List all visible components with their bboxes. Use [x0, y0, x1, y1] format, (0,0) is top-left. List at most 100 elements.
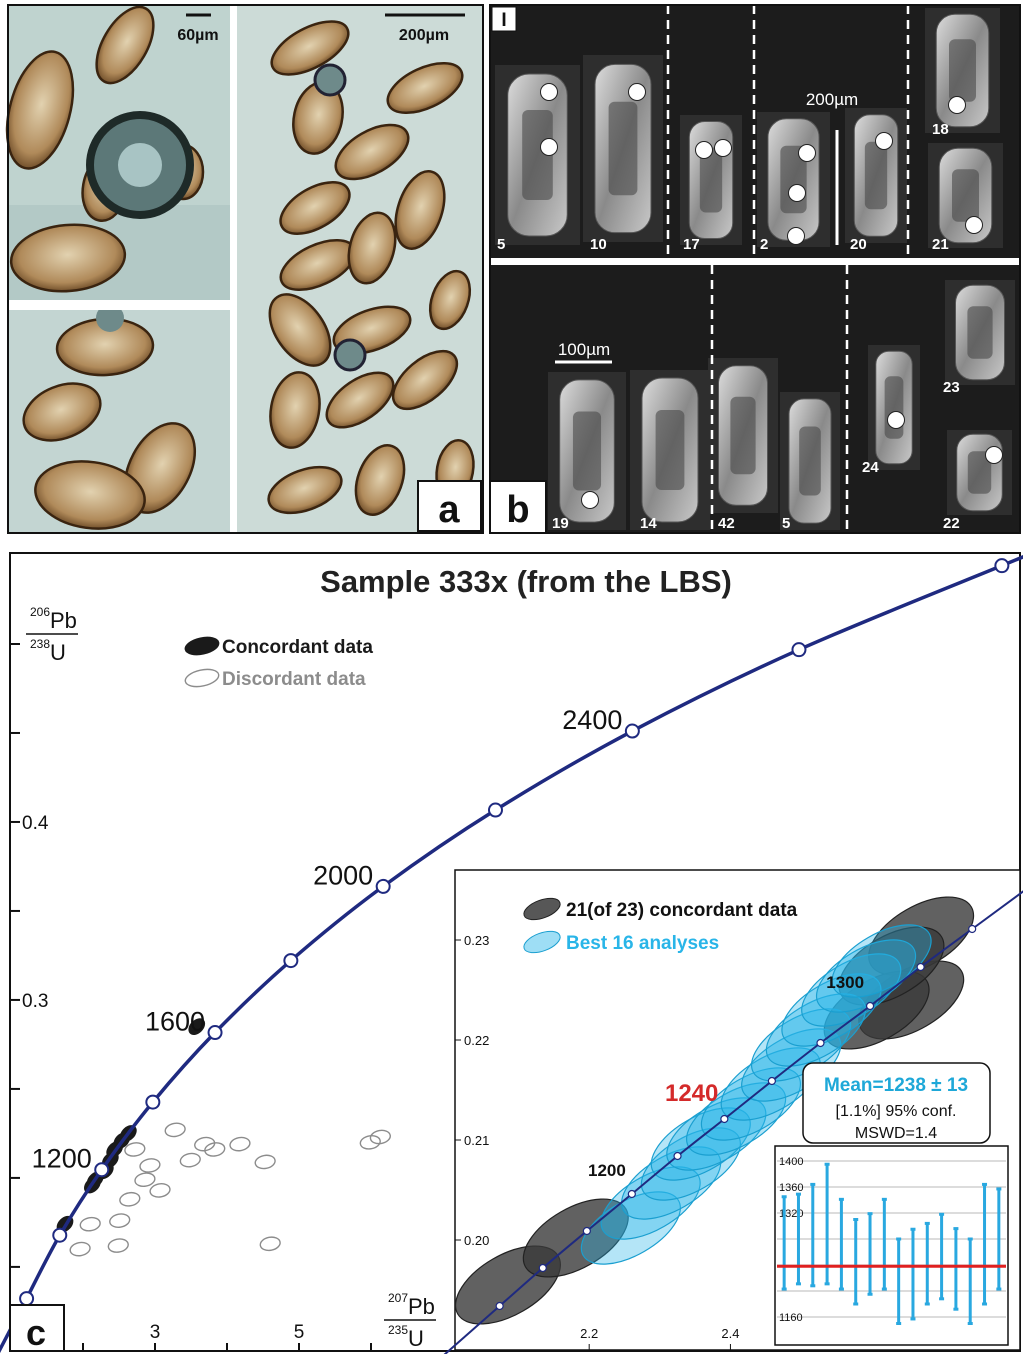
annotation: [1.1%] 95% conf. [836, 1103, 957, 1120]
axis-label-mass: 207 [388, 1291, 408, 1305]
cl-core [799, 427, 821, 496]
cl-core [885, 376, 904, 439]
age-plot-frame [775, 1146, 1008, 1345]
age-point [674, 1153, 681, 1160]
error-cap [925, 1303, 930, 1306]
error-cap [868, 1212, 873, 1215]
grain-label: 17 [683, 236, 700, 253]
error-cap [853, 1218, 858, 1221]
grain-label: 18 [932, 121, 949, 138]
figure: 60µm200µma 200µm100µm5101722018211914425… [0, 0, 1023, 1354]
grain-label: 19 [552, 515, 569, 532]
separator [8, 300, 230, 310]
age-point [768, 1078, 775, 1085]
analysis-spot [986, 447, 1003, 464]
age-label: 1300 [826, 973, 864, 992]
grain-label: 14 [640, 515, 657, 532]
axis-label-mass: 206 [30, 605, 50, 619]
error-cap [925, 1222, 930, 1225]
cl-core [949, 39, 976, 102]
cl-core [865, 142, 887, 210]
error-cap [796, 1282, 801, 1285]
axis-label: Pb [50, 608, 77, 633]
error-cap [996, 1187, 1001, 1190]
y-tick-label: 0.22 [464, 1033, 489, 1048]
age-label: 2000 [313, 860, 373, 890]
grain-label: 21 [932, 236, 949, 253]
error-cap [982, 1183, 987, 1186]
panel-b: 200µm100µm5101722018211914425242322Ib [490, 5, 1020, 533]
age-point [95, 1163, 108, 1176]
cl-core [609, 102, 638, 196]
cl-core [730, 397, 755, 475]
error-cap [825, 1282, 830, 1285]
age-point [917, 964, 924, 971]
grain-label: 10 [590, 236, 607, 253]
age-point [284, 954, 297, 967]
grain-label: 23 [943, 379, 960, 396]
error-cap [896, 1322, 901, 1325]
analysis-spot [629, 84, 646, 101]
analysis-spot [715, 140, 732, 157]
panel-label: a [438, 489, 460, 531]
axis-label: Pb [408, 1294, 435, 1319]
error-cap [839, 1288, 844, 1291]
panel-label: c [26, 1312, 46, 1353]
cl-core [573, 412, 601, 491]
scale-label: 200µm [399, 27, 449, 44]
error-cap [796, 1193, 801, 1196]
bubble [315, 65, 345, 95]
age-point [721, 1116, 728, 1123]
error-cap [953, 1308, 958, 1311]
y-tick-label: 0.3 [22, 991, 48, 1012]
annotation: MSWD=1.4 [855, 1125, 937, 1142]
error-cap [839, 1198, 844, 1201]
chart-title: Sample 333x (from the LBS) [320, 564, 732, 599]
error-cap [782, 1288, 787, 1291]
y-tick-label: 1160 [779, 1312, 803, 1324]
grain-label: 22 [943, 515, 960, 532]
analysis-spot [582, 492, 599, 509]
error-cap [939, 1297, 944, 1300]
error-cap [910, 1317, 915, 1320]
analysis-spot [949, 97, 966, 114]
error-cap [939, 1213, 944, 1216]
grain-label: 5 [782, 515, 790, 532]
error-cap [910, 1228, 915, 1231]
age-point [792, 643, 805, 656]
page: { "panel_a": {"label": "a", "scale_bars"… [0, 0, 1023, 1354]
x-tick-label: 3 [150, 1322, 161, 1343]
grain-label: 24 [862, 459, 879, 476]
x-tick-label: 2.4 [721, 1326, 739, 1341]
analysis-spot [541, 139, 558, 156]
grain-label: 5 [497, 236, 505, 253]
age-point [496, 1303, 503, 1310]
panel-c: 0.30.435Sample 333x (from the LBS)206Pb2… [0, 549, 1023, 1354]
analysis-spot [788, 228, 805, 245]
error-cap [896, 1238, 901, 1241]
analysis-spot [696, 142, 713, 159]
analysis-spot [799, 145, 816, 162]
panel-label: b [506, 489, 529, 531]
x-tick-label: 5 [294, 1322, 305, 1343]
cl-core [952, 169, 979, 222]
analysis-spot [789, 185, 806, 202]
y-tick-label: 1400 [779, 1156, 803, 1168]
age-point [626, 725, 639, 738]
age-point [209, 1026, 222, 1039]
analysis-spot [541, 84, 558, 101]
age-point [20, 1292, 33, 1305]
analysis-spot [888, 412, 905, 429]
age-point [489, 804, 502, 817]
age-point [969, 926, 976, 933]
grain-label: 20 [850, 236, 867, 253]
separator [490, 258, 1020, 265]
error-cap [968, 1238, 973, 1241]
error-cap [982, 1303, 987, 1306]
scale-label: 100µm [558, 340, 610, 359]
age-point [53, 1229, 66, 1242]
age-label: 1200 [588, 1161, 626, 1180]
age-label: 2400 [562, 705, 622, 735]
age-point [817, 1040, 824, 1047]
